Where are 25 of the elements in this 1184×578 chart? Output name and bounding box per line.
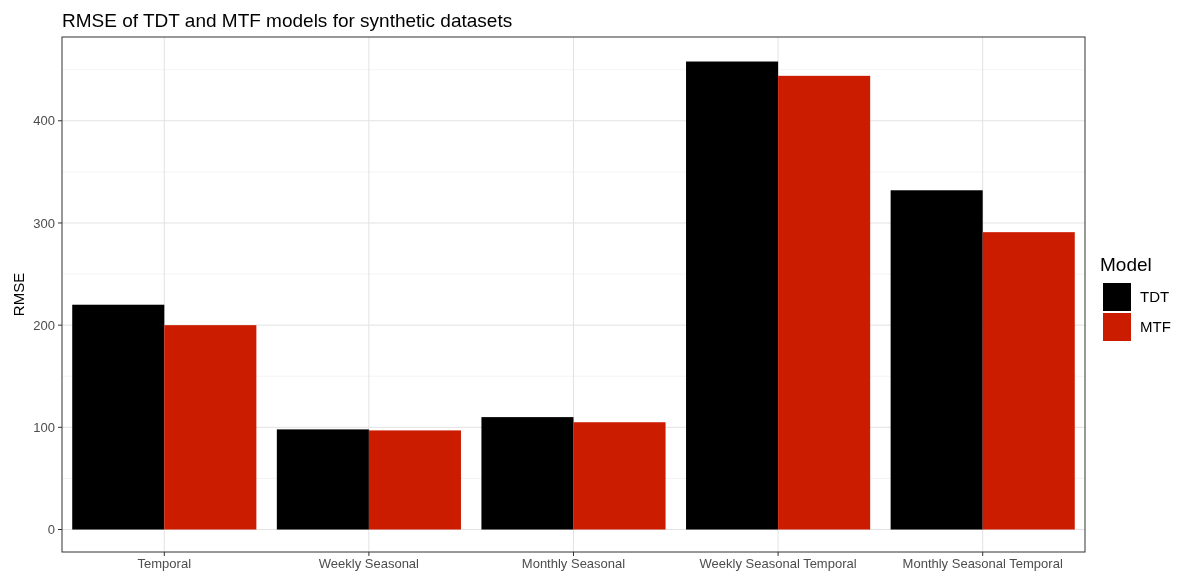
bar bbox=[481, 417, 574, 530]
y-tick-label: 400 bbox=[33, 113, 55, 129]
chart-title: RMSE of TDT and MTF models for synthetic datasets bbox=[62, 10, 513, 31]
y-tick-label: 100 bbox=[33, 419, 55, 435]
bar bbox=[573, 422, 666, 530]
y-tick-label: 0 bbox=[47, 522, 55, 538]
bar bbox=[368, 430, 461, 530]
bar bbox=[164, 325, 257, 530]
bar bbox=[686, 61, 779, 530]
bar bbox=[890, 190, 983, 530]
y-axis-title: RMSE bbox=[10, 272, 27, 317]
legend-label: MTF bbox=[1140, 318, 1171, 336]
x-tick-label: Monthly Seasonal bbox=[521, 556, 626, 571]
x-tick-label: Temporal bbox=[137, 556, 192, 571]
bar bbox=[276, 429, 369, 530]
x-tick-label: Weekly Seasonal Temporal bbox=[699, 556, 857, 571]
legend-label: TDT bbox=[1140, 288, 1170, 306]
legend-title: Model bbox=[1100, 254, 1152, 275]
bar bbox=[72, 304, 165, 530]
bar bbox=[982, 232, 1075, 530]
y-tick-label: 200 bbox=[33, 317, 55, 333]
x-tick-label: Monthly Seasonal Temporal bbox=[902, 556, 1063, 571]
bar bbox=[778, 75, 871, 530]
y-tick-label: 300 bbox=[33, 215, 55, 231]
x-tick-label: Weekly Seasonal bbox=[318, 556, 420, 571]
